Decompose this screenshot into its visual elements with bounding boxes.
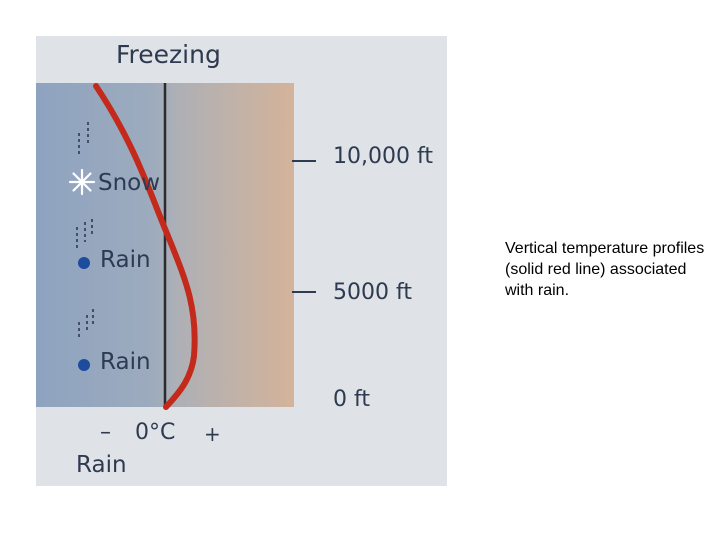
snow-label: Snow (98, 170, 161, 196)
raindrop-icon (78, 257, 90, 269)
snowflake-icon (68, 168, 96, 196)
falling-streaks-icon (76, 219, 93, 249)
temperature-zero-label: 0°C (135, 420, 176, 445)
rain-label-low: Rain (100, 349, 151, 375)
altitude-label-5000: 5000 ft (333, 280, 412, 305)
temperature-profile-line (93, 83, 198, 410)
panel-title: Rain (76, 452, 127, 478)
altitude-label-10000: 10,000 ft (333, 144, 433, 169)
freezing-label: Freezing (116, 40, 221, 69)
rain-label-mid: Rain (100, 247, 151, 273)
raindrop-icon (78, 359, 90, 371)
temperature-minus-label: – (100, 420, 111, 445)
figure-caption: Vertical temperature profiles (solid red… (505, 240, 705, 299)
temperature-plus-label: + (204, 422, 221, 446)
temperature-profile-chart (36, 83, 316, 410)
altitude-label-0: 0 ft (333, 387, 370, 412)
falling-streaks-icon (78, 309, 94, 338)
rain-profile-diagram: Freezing (36, 36, 447, 486)
falling-streaks-icon (78, 122, 89, 155)
